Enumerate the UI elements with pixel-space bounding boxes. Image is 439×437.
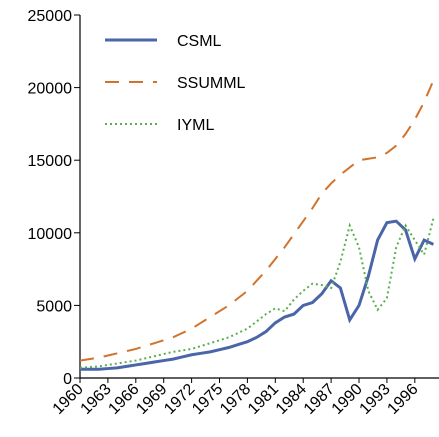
x-tick-label: 1960 xyxy=(50,381,87,418)
x-tick-label: 1972 xyxy=(161,381,198,418)
y-tick-label: 10000 xyxy=(28,226,73,243)
legend-label: IYML xyxy=(177,117,214,134)
x-tick-label: 1987 xyxy=(301,381,338,418)
legend-label: SSUMML xyxy=(177,75,246,92)
x-tick-label: 1975 xyxy=(189,381,226,418)
x-tick-label: 1978 xyxy=(217,381,254,418)
x-tick-label: 1984 xyxy=(273,381,310,418)
y-tick-label: 25000 xyxy=(28,8,73,25)
x-tick-label: 1990 xyxy=(329,381,366,418)
legend-label: CSML xyxy=(177,33,222,50)
x-tick-label: 1963 xyxy=(78,381,115,418)
y-tick-label: 5000 xyxy=(36,298,72,315)
y-tick-label: 15000 xyxy=(28,153,73,170)
x-tick-label: 1966 xyxy=(105,381,142,418)
x-tick-label: 1981 xyxy=(245,381,282,418)
x-tick-label: 1993 xyxy=(357,381,394,418)
x-tick-label: 1996 xyxy=(384,381,421,418)
x-tick-label: 1969 xyxy=(133,381,170,418)
series-line xyxy=(79,79,435,362)
y-tick-label: 0 xyxy=(63,371,72,388)
series-line xyxy=(79,218,435,369)
series-line xyxy=(80,219,435,371)
y-tick-label: 20000 xyxy=(28,81,73,98)
